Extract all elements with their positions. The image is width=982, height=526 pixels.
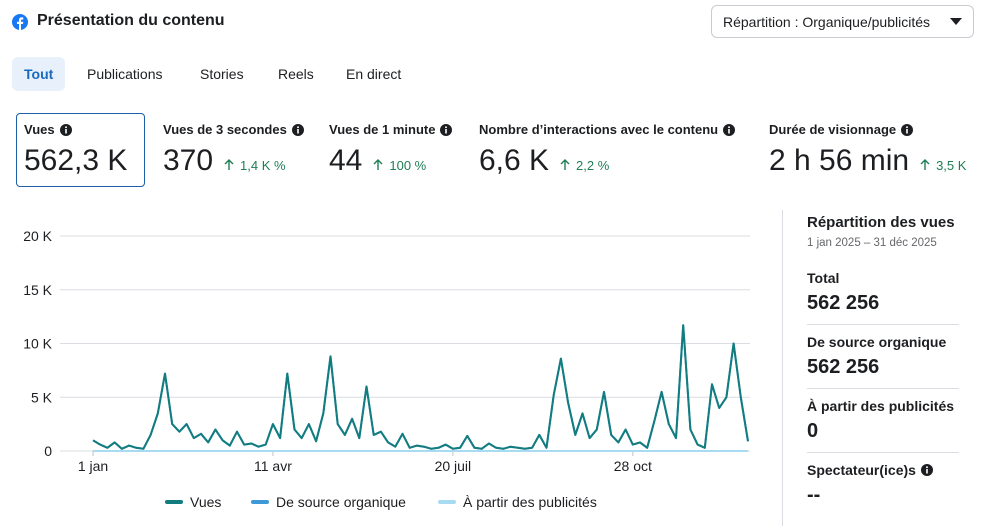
separator xyxy=(807,452,959,453)
series-line xyxy=(92,324,749,450)
dropdown[interactable]: Répartition : Organique/publicités xyxy=(711,5,974,38)
metric-label: Vues de 3 secondes xyxy=(163,122,287,137)
breakdown-title: Répartition des vues xyxy=(807,214,955,231)
metric-value: 562,3 K xyxy=(24,144,128,177)
breakdown-label: Total xyxy=(807,270,840,286)
up-arrow xyxy=(560,159,570,170)
metric-label: Vues xyxy=(24,122,55,137)
info-icon[interactable] xyxy=(920,464,933,476)
up-arrow xyxy=(224,159,234,170)
divider xyxy=(782,210,783,526)
breakdown-label: De source organique xyxy=(807,334,947,350)
up-arrow xyxy=(920,159,930,170)
separator xyxy=(807,324,959,325)
separator xyxy=(807,388,959,389)
tab[interactable]: Reels xyxy=(278,66,314,82)
metric-change: 2,2 % xyxy=(576,158,610,173)
page-title: Présentation du contenu xyxy=(37,12,225,29)
x-tick-label: 28 oct xyxy=(614,458,652,474)
metric-label: Vues de 1 minute xyxy=(329,122,436,137)
breakdown-value: -- xyxy=(807,484,821,506)
tab[interactable]: Tout xyxy=(12,57,66,91)
x-tick-label: 1 jan xyxy=(78,458,108,474)
legend-label: Vues xyxy=(190,494,221,510)
breakdown-label: Spectateur(ice)s xyxy=(807,462,916,478)
breakdown-label: À partir des publicités xyxy=(807,398,955,414)
y-tick-label: 0 xyxy=(44,443,52,459)
breakdown-value: 562 256 xyxy=(807,356,880,378)
tab[interactable]: En direct xyxy=(346,66,402,82)
metric-value: 6,6 K xyxy=(479,144,550,177)
x-tick-label: 20 juil xyxy=(435,458,472,474)
legend-label: De source organique xyxy=(276,494,406,510)
y-tick-label: 20 K xyxy=(23,228,52,244)
breakdown-dates: 1 jan 2025 – 31 déc 2025 xyxy=(807,237,937,249)
y-tick-label: 15 K xyxy=(23,282,52,298)
dropdown-label: Répartition : Organique/publicités xyxy=(723,14,931,30)
info-icon[interactable] xyxy=(59,124,72,136)
metric-label: Nombre d’interactions avec le contenu xyxy=(479,122,719,137)
facebook-icon xyxy=(12,14,28,30)
legend-label: À partir des publicités xyxy=(463,494,597,510)
info-icon[interactable] xyxy=(901,124,914,136)
info-icon[interactable] xyxy=(440,124,453,136)
metric-change: 1,4 K % xyxy=(240,158,286,173)
tab[interactable]: Stories xyxy=(200,66,244,82)
breakdown-value: 0 xyxy=(807,420,819,442)
metric-value: 370 xyxy=(163,144,214,177)
metric-change: 3,5 K xyxy=(936,158,967,173)
metric-value: 44 xyxy=(329,144,363,177)
chart: 0 5 K 10 K 15 K 20 K 1 jan 11 avr 20 juil 28 oct… xyxy=(23,228,750,510)
y-tick-label: 10 K xyxy=(23,336,52,352)
y-tick-label: 5 K xyxy=(31,389,53,405)
tab[interactable]: Publications xyxy=(87,66,163,82)
breakdown-value: 562 256 xyxy=(807,292,880,314)
metric-change: 100 % xyxy=(389,158,427,173)
info-icon[interactable] xyxy=(291,124,304,136)
up-arrow xyxy=(373,159,383,170)
selected-metric-box[interactable] xyxy=(16,113,145,187)
dropdown-caret xyxy=(950,18,962,25)
x-tick-label: 11 avr xyxy=(254,458,292,474)
info-icon[interactable] xyxy=(723,124,736,136)
metric-value: 2 h 56 min xyxy=(769,144,910,177)
metric-label: Durée de visionnage xyxy=(769,122,897,137)
